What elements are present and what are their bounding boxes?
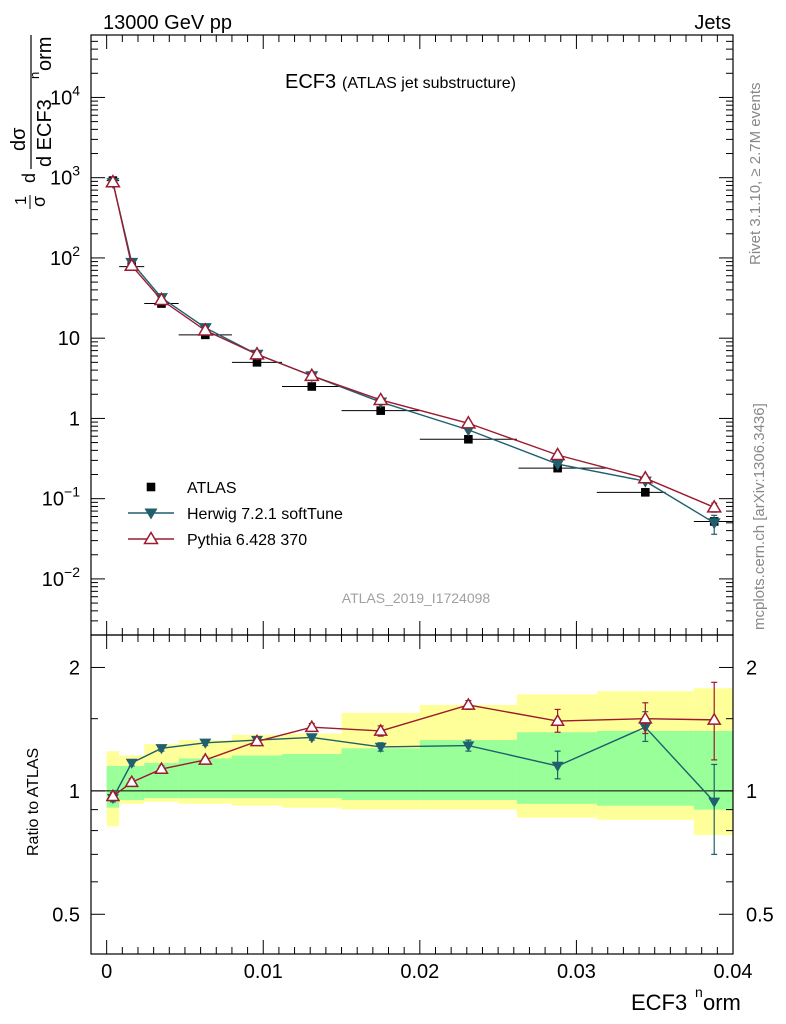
data-point: [706, 499, 723, 513]
data-point: [551, 459, 565, 471]
ratio-data-point: [199, 738, 212, 749]
ratio-data-point: [197, 752, 213, 765]
main-plot-ticks: 10−2 10−1 1 10 102 103 104: [42, 34, 734, 636]
data-point: [464, 434, 473, 444]
data-point: [153, 291, 170, 306]
x-label-main: ECF3: [631, 990, 687, 1015]
inner-uncertainty-band: [596, 730, 694, 806]
ratio-data-point: [105, 788, 121, 802]
data-point: [249, 346, 265, 360]
ratio-data-point: [304, 719, 320, 733]
ratio-plot-panel: 0.5 0.5 1 1 2 2 0 0.01 0.02 0.03 0.04 Ratio to ATL…: [25, 634, 774, 1015]
x-label-superscript: n: [695, 984, 703, 1000]
ratio-data-point: [461, 697, 476, 710]
y-label-d: d: [19, 173, 39, 183]
y-tick-label: 10−1: [42, 484, 80, 511]
ratio-data-point: [249, 733, 265, 747]
ratio-data-point: [125, 758, 138, 769]
data-point: [549, 447, 566, 461]
y-tick-label: 10: [58, 328, 80, 350]
inner-uncertainty-band: [178, 758, 232, 799]
ratio-data-point: [551, 761, 564, 772]
y-tick-label: 104: [50, 82, 80, 109]
legend-entry: Pythia 6.428 370: [187, 532, 307, 549]
series-line: [112, 181, 715, 508]
legend-entry: Herwig 7.2.1 softTune: [187, 506, 343, 523]
data-point: [376, 406, 385, 415]
ratio-data-point: [374, 742, 387, 753]
legend: ATLAS Herwig 7.2.1 softTune Pythia 6.428 3…: [128, 480, 343, 549]
ratio-data-point: [638, 711, 653, 724]
ratio-y-tick-label: 2: [69, 657, 80, 679]
ratio-y-tick-label-right: 0.5: [746, 904, 774, 926]
ratio-data-point: [305, 733, 318, 744]
chart-subtitle: (ATLAS jet substructure): [342, 75, 516, 92]
inner-uncertainty-band: [231, 755, 283, 799]
ratio-plot-frame: [90, 634, 734, 955]
x-tick-label: 0.01: [244, 961, 283, 983]
legend-marker: [143, 531, 159, 545]
ratio-plot-marks: [105, 681, 722, 855]
data-point: [252, 358, 262, 367]
data-point: [307, 382, 317, 391]
ratio-data-point: [462, 741, 475, 752]
inner-uncertainty-band: [693, 730, 733, 810]
data-point: [637, 470, 654, 484]
x-axis-label: ECF3 n orm: [631, 984, 741, 1015]
data-point: [197, 322, 214, 336]
data-point: [123, 257, 140, 272]
y-label-tail: orm: [34, 37, 56, 71]
y-label-numerator: dσ: [8, 127, 30, 151]
x-tick-label: 0.03: [557, 961, 596, 983]
y-axis-label: 1 σ d dσ d ECF3 n orm: [8, 35, 56, 209]
y-label-denominator: d ECF3: [34, 99, 56, 167]
ratio-y-tick-label-right: 2: [746, 657, 757, 679]
data-point: [460, 415, 477, 429]
x-tick-label: 0.04: [714, 961, 753, 983]
y-label-prefix-num: 1: [13, 196, 30, 205]
ratio-y-axis-label: Ratio to ATLAS: [25, 748, 42, 856]
series-line: [112, 182, 715, 524]
data-point: [303, 367, 320, 382]
data-point: [707, 518, 721, 530]
header-left-label: 13000 GeV pp: [103, 12, 232, 34]
legend-entry: ATLAS: [187, 480, 237, 497]
y-tick-label: 103: [50, 163, 80, 190]
legend-marker: [146, 482, 156, 492]
data-point: [372, 391, 389, 406]
ratio-y-tick-label: 1: [69, 781, 80, 803]
main-plot-panel: 10−2 10−1 1 10 102 103 104 ECF3 (ATLAS jet sub…: [8, 34, 734, 636]
inner-uncertainty-band: [341, 748, 420, 800]
analysis-watermark: ATLAS_2019_I1724098: [342, 590, 491, 606]
y-tick-label: 10−2: [42, 564, 80, 591]
ratio-data-point: [373, 723, 388, 736]
mcplots-source-label: mcplots.cern.ch [arXiv:1306.3436]: [751, 403, 768, 630]
ratio-y-tick-label-right: 1: [746, 781, 757, 803]
chart-title: ECF3: [285, 71, 336, 93]
ratio-data-point: [708, 797, 721, 808]
rivet-version-label: Rivet 3.1.10, ≥ 2.7M events: [747, 83, 764, 266]
legend-marker: [144, 508, 158, 520]
inner-uncertainty-band: [282, 754, 342, 799]
ratio-y-tick-label: 0.5: [52, 904, 80, 926]
x-tick-label: 0: [101, 961, 112, 983]
x-label-tail: orm: [703, 990, 741, 1015]
ratio-data-point: [706, 712, 722, 725]
y-tick-label: 1: [69, 408, 80, 430]
ratio-data-point: [155, 744, 168, 755]
data-point: [641, 488, 650, 497]
data-point: [105, 174, 121, 188]
y-label-prefix-den: σ: [29, 196, 49, 207]
ratio-data-point: [124, 774, 140, 788]
y-label-superscript: n: [27, 72, 42, 79]
y-tick-label: 102: [50, 243, 80, 270]
header-right-label: Jets: [694, 12, 731, 34]
ratio-data-point: [154, 761, 169, 775]
x-tick-label: 0.02: [400, 961, 439, 983]
main-plot-marks: [105, 174, 733, 535]
ratio-plot-ticks: 0.5 0.5 1 1 2 2 0 0.01 0.02 0.03 0.04: [52, 635, 774, 983]
ratio-data-point: [550, 713, 565, 727]
